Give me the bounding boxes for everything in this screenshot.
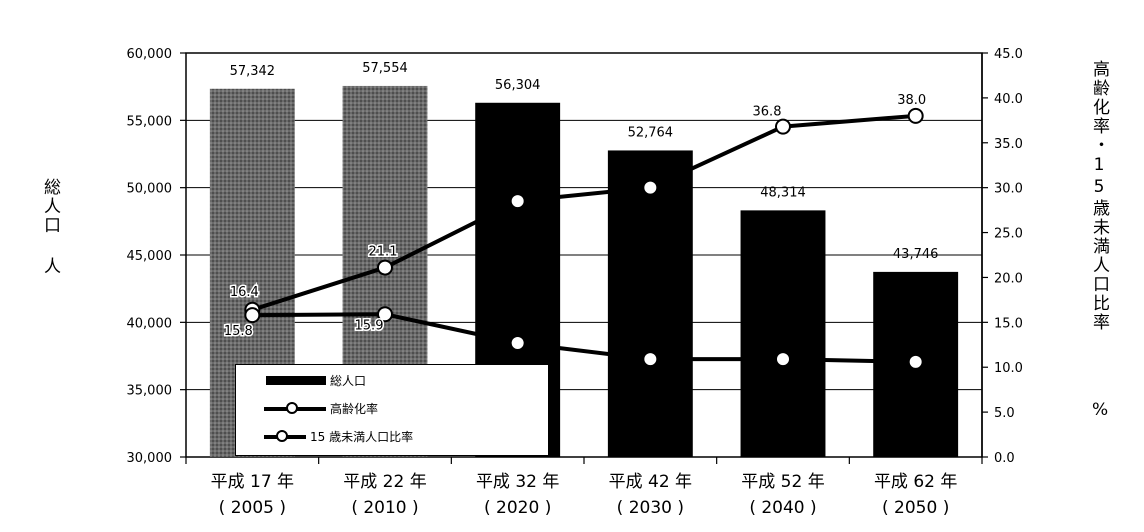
x-tick-label: ( 2020 ) (484, 498, 551, 518)
x-tick-label: 平成 17 年 (211, 472, 294, 492)
line-data-label: 15.9 (355, 318, 384, 333)
legend-label: 15 歳未満人口比率 (310, 430, 414, 444)
right-tick-label: 40.0 (994, 92, 1023, 107)
bar-data-label: 48,314 (760, 185, 806, 200)
x-tick-label: 平成 62 年 (874, 472, 957, 492)
left-tick-label: 30,000 (127, 451, 173, 466)
left-tick-label: 45,000 (127, 249, 173, 264)
legend-label: 高齢化率 (330, 402, 379, 416)
bar-data-label: 56,304 (495, 78, 541, 93)
line-marker (377, 259, 393, 276)
x-tick-label: ( 2050 ) (882, 498, 949, 518)
x-tick-label: ( 2030 ) (617, 498, 684, 518)
right-tick-label: 5.0 (994, 406, 1015, 421)
bar-data-labels: 57,342 57,554 56,304 52,764 48,314 43,746 (230, 61, 939, 262)
bar-data-label: 43,746 (893, 247, 939, 262)
x-tick-label: ( 2005 ) (219, 498, 286, 518)
line-marker (244, 307, 261, 324)
line-data-label: 16.4 (230, 285, 259, 300)
right-tick-label: 0.0 (994, 451, 1015, 466)
x-tick-label: ( 2040 ) (749, 498, 816, 518)
legend-item-under15-rate: 15 歳未満人口比率 (236, 427, 546, 447)
bar (740, 210, 826, 457)
right-axis-label: 高齢化率・15歳未満人口比率 (1089, 60, 1109, 332)
line-marker (509, 334, 526, 351)
bar-data-label: 57,342 (230, 64, 276, 79)
right-tick-label: 25.0 (994, 227, 1023, 242)
legend-label: 総人口 (330, 374, 367, 388)
line-data-label: 38.0 (897, 93, 926, 108)
right-axis-unit: % (1092, 400, 1109, 420)
left-tick-label: 40,000 (127, 316, 173, 331)
line-marker (642, 351, 659, 368)
line-data-label: 36.8 (753, 105, 782, 120)
left-tick-label: 50,000 (127, 182, 173, 197)
line-data-labels: 16.4 21.1 36.8 38.0 15.8 15.9 (222, 91, 927, 340)
x-tick-label: 平成 42 年 (609, 472, 692, 492)
line-marker (509, 193, 526, 210)
legend-swatch-bar (266, 376, 326, 385)
right-tick-label: 10.0 (994, 361, 1023, 376)
series-line (251, 113, 916, 312)
right-tick-label: 20.0 (994, 271, 1023, 286)
legend-swatch-marker (286, 402, 298, 414)
x-axis-ticks: 平成 17 年 ( 2005 ) 平成 22 年 ( 2010 ) 平成 32 年 ( 2… (185, 457, 983, 518)
right-tick-label: 35.0 (994, 137, 1023, 152)
right-tick-label: 15.0 (994, 316, 1023, 331)
bar (607, 150, 693, 457)
x-tick-label: ( 2010 ) (351, 498, 418, 518)
series-line (252, 312, 916, 364)
right-tick-label: 30.0 (994, 182, 1023, 197)
left-axis-ticks: 30,000 35,000 40,000 45,000 50,000 55,000 60,0… (127, 47, 186, 466)
line-marker (775, 118, 791, 135)
line-marker (775, 351, 791, 368)
x-tick-label: 平成 22 年 (343, 472, 426, 492)
right-tick-label: 45.0 (994, 47, 1023, 62)
line-marker (907, 107, 924, 124)
line-marker (907, 353, 924, 370)
line-series (244, 107, 924, 370)
x-tick-label: 平成 32 年 (476, 472, 559, 492)
bar-data-label: 52,764 (628, 125, 674, 140)
line-marker (642, 179, 659, 196)
line-data-label: 21.1 (369, 245, 398, 260)
bar-data-label: 57,554 (362, 61, 408, 76)
left-tick-label: 55,000 (127, 114, 173, 129)
x-tick-label: 平成 52 年 (741, 472, 824, 492)
legend-item-aging-rate: 高齢化率 (236, 399, 546, 419)
legend-swatch-marker (276, 430, 288, 442)
line-marker (377, 306, 393, 323)
legend-item-population: 総人口 (236, 371, 546, 391)
left-axis-label: 総人口 人 (40, 178, 60, 276)
left-tick-label: 35,000 (127, 384, 173, 399)
left-tick-label: 60,000 (127, 47, 173, 62)
right-axis-ticks: 0.0 5.0 10.0 15.0 20.0 25.0 30.0 35.0 40.0 45.0 (982, 47, 1023, 466)
legend: 総人口 高齢化率 15 歳未満人口比率 (235, 364, 549, 456)
line-data-label: 15.8 (224, 324, 253, 339)
